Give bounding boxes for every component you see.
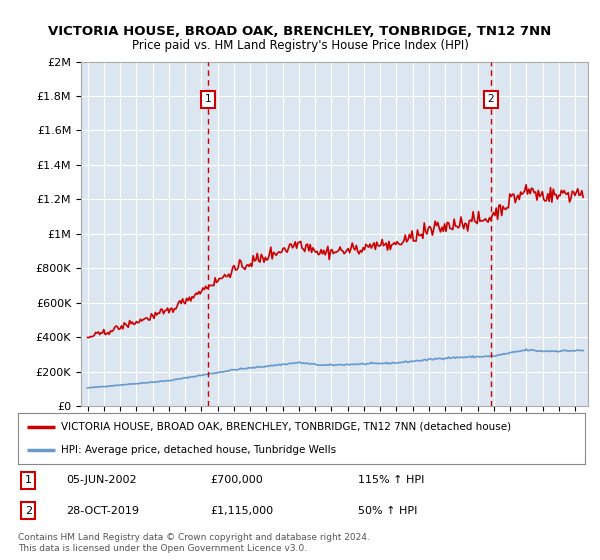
Text: 05-JUN-2002: 05-JUN-2002	[66, 475, 137, 486]
Text: VICTORIA HOUSE, BROAD OAK, BRENCHLEY, TONBRIDGE, TN12 7NN (detached house): VICTORIA HOUSE, BROAD OAK, BRENCHLEY, TO…	[61, 422, 511, 432]
Text: 1: 1	[25, 475, 32, 486]
Text: Price paid vs. HM Land Registry's House Price Index (HPI): Price paid vs. HM Land Registry's House …	[131, 39, 469, 52]
Text: £700,000: £700,000	[211, 475, 263, 486]
Text: 1: 1	[205, 95, 212, 105]
Text: 50% ↑ HPI: 50% ↑ HPI	[358, 506, 418, 516]
Text: HPI: Average price, detached house, Tunbridge Wells: HPI: Average price, detached house, Tunb…	[61, 445, 335, 455]
Text: 2: 2	[25, 506, 32, 516]
Text: £1,115,000: £1,115,000	[211, 506, 274, 516]
Text: 2: 2	[488, 95, 494, 105]
Text: 28-OCT-2019: 28-OCT-2019	[66, 506, 139, 516]
Text: VICTORIA HOUSE, BROAD OAK, BRENCHLEY, TONBRIDGE, TN12 7NN: VICTORIA HOUSE, BROAD OAK, BRENCHLEY, TO…	[49, 25, 551, 38]
Text: 115% ↑ HPI: 115% ↑ HPI	[358, 475, 425, 486]
Text: Contains HM Land Registry data © Crown copyright and database right 2024.
This d: Contains HM Land Registry data © Crown c…	[18, 533, 370, 553]
